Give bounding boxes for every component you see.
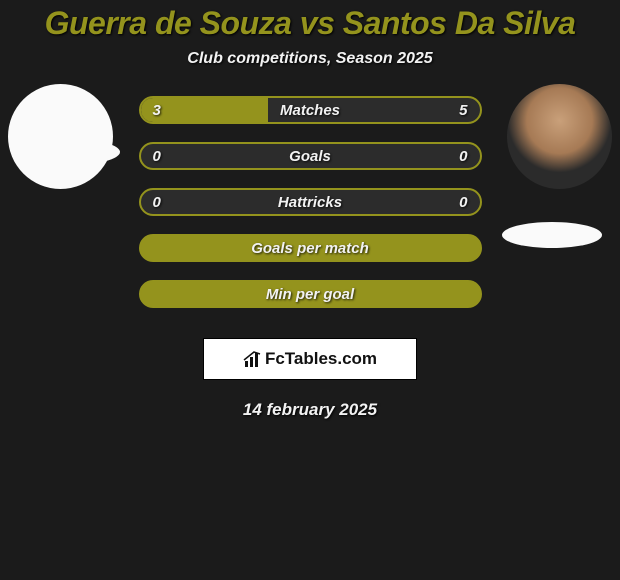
- logo-label: FcTables.com: [265, 349, 377, 369]
- source-logo[interactable]: FcTables.com: [203, 338, 417, 380]
- stat-label: Goals: [141, 144, 480, 168]
- decorative-ellipse-right: [502, 222, 602, 248]
- stat-bar-hattricks: 0 Hattricks 0: [139, 188, 482, 216]
- subtitle: Club competitions, Season 2025: [0, 50, 620, 68]
- stat-value-right: 0: [459, 190, 467, 214]
- stat-label: Goals per match: [141, 236, 480, 260]
- stat-value-right: 5: [459, 98, 467, 122]
- decorative-ellipse-left: [20, 139, 120, 165]
- stat-bar-matches: 3 Matches 5: [139, 96, 482, 124]
- date-label: 14 february 2025: [0, 400, 620, 420]
- chart-icon: [243, 351, 263, 367]
- stat-bar-min-per-goal: Min per goal: [139, 280, 482, 308]
- page-title: Guerra de Souza vs Santos Da Silva: [0, 5, 620, 42]
- stat-value-right: 0: [459, 144, 467, 168]
- stat-label: Min per goal: [141, 282, 480, 306]
- logo-text: FcTables.com: [243, 349, 377, 369]
- stat-bar-goals: 0 Goals 0: [139, 142, 482, 170]
- stat-row: 3 Matches 5: [0, 96, 620, 142]
- stat-row: Min per goal: [0, 280, 620, 326]
- comparison-card: Guerra de Souza vs Santos Da Silva Club …: [0, 0, 620, 420]
- stat-label: Matches: [141, 98, 480, 122]
- stats-rows: 3 Matches 5 0 Goals 0 0 Hattricks 0 Goa: [0, 96, 620, 326]
- stat-row: Goals per match: [0, 234, 620, 280]
- stat-bar-goals-per-match: Goals per match: [139, 234, 482, 262]
- stat-row: 0 Goals 0: [0, 142, 620, 188]
- stat-label: Hattricks: [141, 190, 480, 214]
